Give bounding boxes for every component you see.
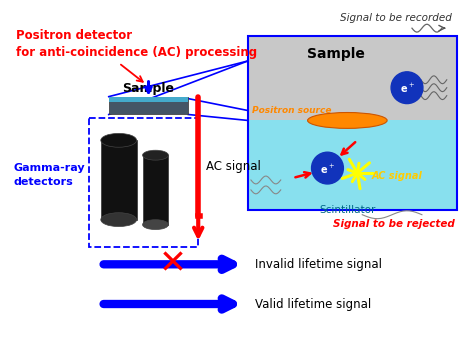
Text: e$^+$: e$^+$ [400, 82, 414, 95]
Text: Gamma-ray
detectors: Gamma-ray detectors [13, 163, 85, 187]
Circle shape [391, 72, 423, 104]
Ellipse shape [101, 133, 137, 147]
Bar [248, 36, 457, 210]
Bar [248, 36, 457, 120]
Bar [89, 119, 198, 247]
FancyBboxPatch shape [109, 97, 188, 115]
Ellipse shape [143, 220, 168, 230]
Text: AC signal: AC signal [371, 171, 422, 181]
Text: Scintillator: Scintillator [319, 205, 375, 215]
Bar [101, 140, 137, 220]
Text: Signal to be rejected: Signal to be rejected [333, 219, 455, 229]
Text: Sample: Sample [307, 47, 365, 61]
Circle shape [311, 152, 343, 184]
Text: AC signal: AC signal [206, 160, 261, 173]
Ellipse shape [101, 213, 137, 226]
Text: Signal to be recorded: Signal to be recorded [340, 13, 452, 23]
Bar [248, 120, 457, 210]
Ellipse shape [143, 150, 168, 160]
Bar [143, 155, 168, 225]
Bar [109, 97, 188, 102]
Ellipse shape [308, 113, 387, 129]
Text: Sample: Sample [122, 82, 174, 95]
Text: ✕: ✕ [158, 248, 186, 281]
Text: e$^+$: e$^+$ [320, 163, 335, 176]
Text: Invalid lifetime signal: Invalid lifetime signal [255, 258, 382, 271]
Text: Positron detector
for anti-coincidence (AC) processing: Positron detector for anti-coincidence (… [16, 29, 257, 59]
Text: Positron source: Positron source [252, 106, 331, 115]
Text: Valid lifetime signal: Valid lifetime signal [255, 297, 371, 311]
